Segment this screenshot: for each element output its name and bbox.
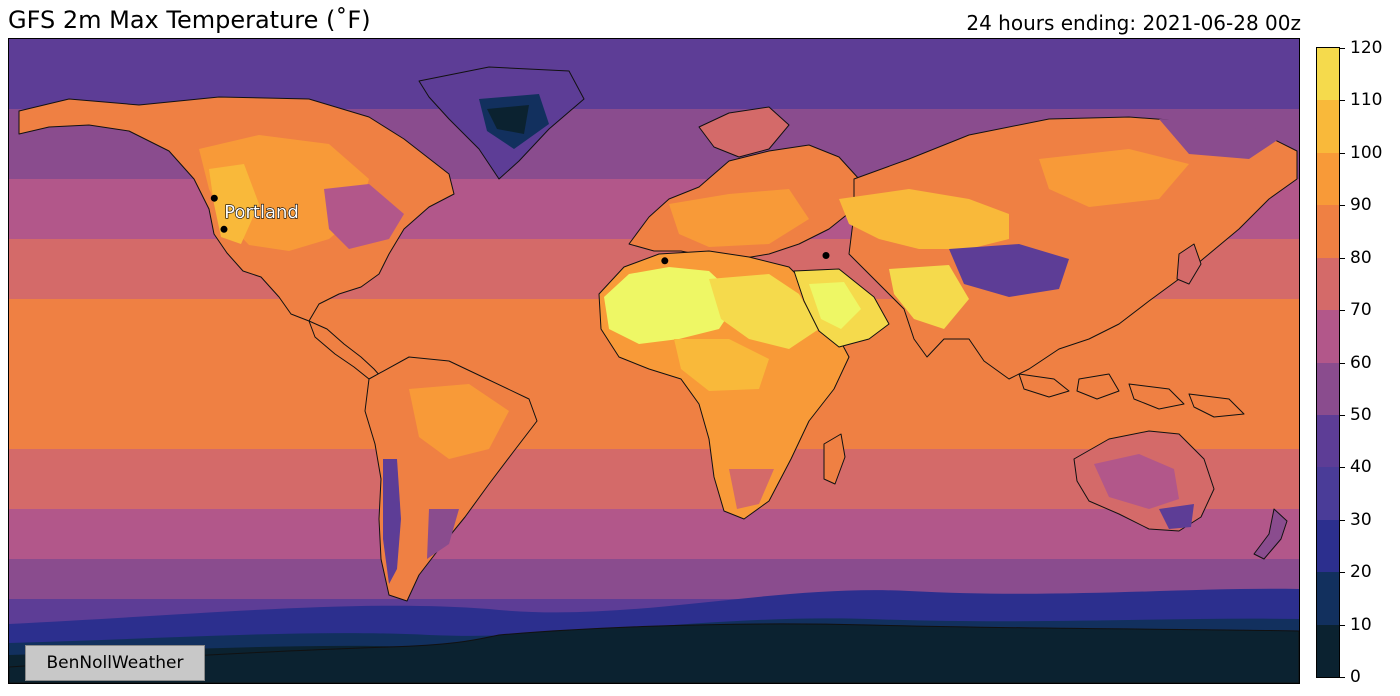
colorbar-segment — [1317, 257, 1339, 311]
colorbar-tick — [1340, 100, 1345, 102]
map-canvas: Portland — [9, 39, 1299, 683]
map-title: GFS 2m Max Temperature (˚F) — [8, 6, 371, 34]
temperature-map: Portland — [8, 38, 1300, 684]
colorbar-tick — [1340, 205, 1345, 207]
colorbar-tick-label: 60 — [1350, 352, 1372, 373]
valid-time-label: 24 hours ending: 2021-06-28 00z — [966, 11, 1301, 35]
colorbar-tick — [1340, 310, 1345, 312]
city-marker — [661, 257, 669, 265]
colorbar-tick-label: 50 — [1350, 404, 1372, 425]
colorbar-tick-label: 40 — [1350, 457, 1372, 478]
maritime-continent — [1018, 373, 1245, 418]
colorbar-tick — [1340, 48, 1345, 49]
colorbar-tick — [1340, 414, 1345, 416]
city-marker — [210, 194, 218, 202]
colorbar-tick-label: 30 — [1350, 509, 1372, 530]
colorbar-tick — [1340, 467, 1345, 469]
colorbar-tick-label: 80 — [1350, 247, 1372, 268]
city-marker — [220, 225, 228, 233]
colorbar-tick — [1340, 624, 1345, 626]
colorbar-tick — [1340, 519, 1345, 521]
colorbar-tick-label: 10 — [1350, 614, 1372, 635]
watermark-label: BenNollWeather — [25, 645, 205, 681]
colorbar-tick — [1340, 362, 1345, 364]
colorbar-tick — [1340, 257, 1345, 259]
colorbar-tick-label: 100 — [1350, 142, 1383, 163]
city-marker — [822, 252, 830, 259]
colorbar-tick — [1340, 152, 1345, 154]
colorbar-segment — [1317, 362, 1339, 415]
madagascar — [823, 433, 846, 485]
colorbar-tick-label: 90 — [1350, 195, 1372, 216]
colorbar-segment — [1317, 309, 1339, 363]
colorbar-tick — [1340, 572, 1345, 574]
antarctica — [9, 623, 1299, 683]
city-markers: Portland — [210, 194, 830, 265]
colorbar-tick-label: 20 — [1350, 562, 1372, 583]
colorbar-tick-label: 110 — [1350, 90, 1383, 111]
colorbar-tick-label: 0 — [1350, 667, 1361, 687]
colorbar-segment — [1317, 152, 1339, 206]
colorbar-segment — [1317, 519, 1339, 573]
new-zealand — [1253, 508, 1288, 560]
city-label-portland: Portland — [224, 202, 299, 223]
colorbar-tick-label: 70 — [1350, 300, 1372, 321]
colorbar — [1316, 47, 1340, 678]
colorbar-segment — [1317, 571, 1339, 625]
colorbar-tick-label: 120 — [1350, 38, 1383, 58]
colorbar-segment — [1317, 48, 1339, 101]
colorbar-segment — [1317, 624, 1339, 677]
continents — [9, 66, 1299, 683]
colorbar-segment — [1317, 414, 1339, 468]
colorbar-segment — [1317, 204, 1339, 258]
colorbar-segment — [1317, 466, 1339, 520]
colorbar-segment — [1317, 99, 1339, 153]
japan — [1176, 243, 1202, 285]
colorbar-tick — [1340, 677, 1345, 678]
